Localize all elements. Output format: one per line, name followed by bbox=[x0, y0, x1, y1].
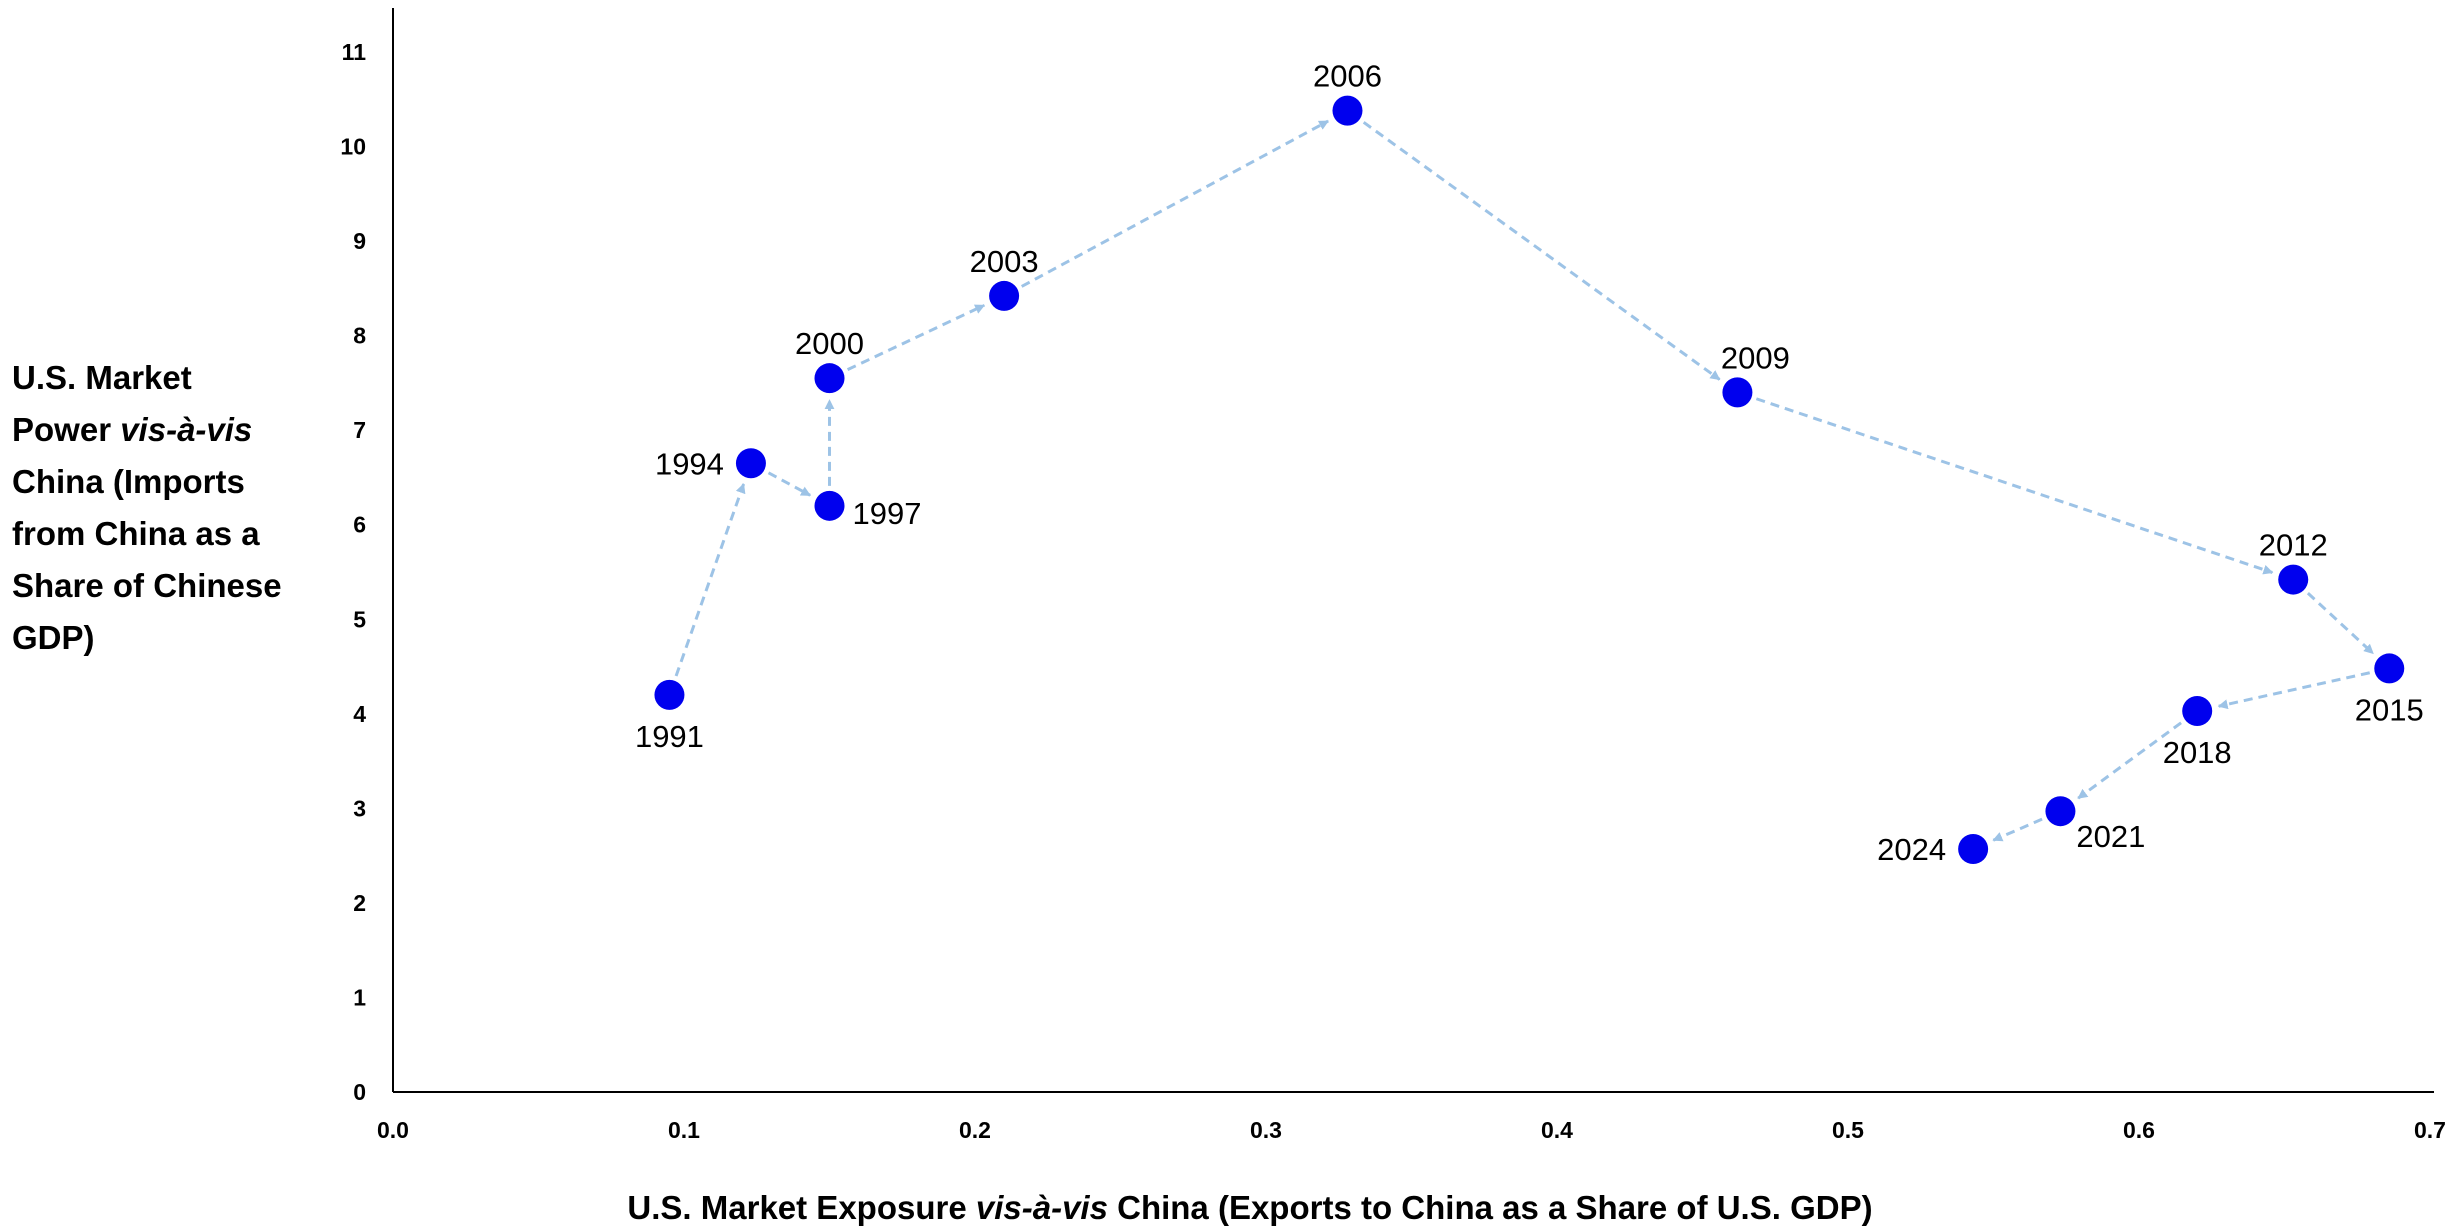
point-1994 bbox=[735, 448, 766, 479]
y-tick-label: 1 bbox=[353, 984, 366, 1010]
point-label-1997: 1997 bbox=[853, 496, 922, 531]
point-1991 bbox=[654, 679, 685, 710]
x-tick-label: 0.4 bbox=[1541, 1117, 1573, 1143]
x-tick-label: 0.0 bbox=[377, 1117, 409, 1143]
arrow-2018-to-2021 bbox=[2077, 721, 2182, 800]
point-2006 bbox=[1332, 95, 1363, 126]
point-label-2015: 2015 bbox=[2355, 692, 2424, 727]
arrow-1991-to-1994 bbox=[674, 483, 746, 677]
point-2003 bbox=[989, 280, 1020, 311]
point-label-2006: 2006 bbox=[1313, 59, 1382, 94]
point-label-2018: 2018 bbox=[2163, 735, 2232, 770]
x-tick-label: 0.1 bbox=[668, 1117, 700, 1143]
point-2018 bbox=[2182, 695, 2213, 726]
x-axis-title: U.S. Market Exposure vis-à-vis China (Ex… bbox=[627, 1189, 1873, 1226]
point-label-2012: 2012 bbox=[2259, 528, 2328, 563]
y-axis-title-line: U.S. Market bbox=[12, 359, 192, 396]
tick-labels: 0.0 0.1 0.2 0.3 0.4 0.5 0.6 0.7 0 1 2 3 4 5 6 7 8 9 10 11 bbox=[340, 39, 2446, 1143]
x-tick-label: 0.5 bbox=[1832, 1117, 1864, 1143]
y-tick-label: 3 bbox=[353, 795, 366, 821]
y-tick-label: 10 bbox=[340, 134, 366, 160]
y-axis-title-line: from China as a bbox=[12, 515, 260, 552]
arrow-2012-to-2015 bbox=[2306, 592, 2375, 655]
arrow-1994-to-1997 bbox=[767, 471, 812, 497]
arrow-2015-to-2018 bbox=[2217, 671, 2371, 710]
point-2015 bbox=[2374, 653, 2405, 684]
y-tick-label: 5 bbox=[353, 606, 366, 632]
point-label-1991: 1991 bbox=[635, 719, 704, 754]
point-label-1994: 1994 bbox=[655, 446, 724, 481]
arrow-2000-to-2003 bbox=[846, 303, 986, 372]
y-tick-label: 9 bbox=[353, 228, 366, 254]
y-axis-title-line: GDP) bbox=[12, 619, 95, 656]
arrow-2006-to-2009 bbox=[1362, 121, 1721, 381]
connecting-arrows bbox=[674, 119, 2375, 842]
arrow-2009-to-2012 bbox=[1755, 397, 2274, 575]
point-2024 bbox=[1958, 834, 1989, 865]
point-2012 bbox=[2278, 564, 2309, 595]
point-label-2021: 2021 bbox=[2076, 819, 2145, 854]
y-tick-label: 4 bbox=[353, 701, 366, 727]
y-tick-label: 11 bbox=[342, 39, 367, 65]
x-tick-label: 0.3 bbox=[1250, 1117, 1282, 1143]
y-tick-label: 7 bbox=[353, 417, 366, 443]
x-tick-label: 0.7 bbox=[2414, 1117, 2446, 1143]
point-2000 bbox=[814, 363, 845, 394]
data-points bbox=[654, 95, 2405, 865]
y-tick-label: 8 bbox=[353, 323, 366, 349]
point-2009 bbox=[1722, 377, 1753, 408]
y-axis-title-line: Power vis-à-vis bbox=[12, 411, 253, 448]
point-labels: 1991 1994 1997 2000 2003 2006 2009 2012 2015 2018… bbox=[635, 59, 2424, 867]
x-tick-label: 0.2 bbox=[959, 1117, 991, 1143]
point-1997 bbox=[814, 490, 845, 521]
x-tick-label: 0.6 bbox=[2123, 1117, 2155, 1143]
point-2021 bbox=[2045, 796, 2076, 827]
y-tick-label: 0 bbox=[353, 1079, 366, 1105]
point-label-2000: 2000 bbox=[795, 326, 864, 361]
arrow-2003-to-2006 bbox=[1020, 119, 1329, 288]
point-label-2003: 2003 bbox=[970, 244, 1039, 279]
point-label-2009: 2009 bbox=[1721, 340, 1790, 375]
y-axis-title-line: Share of Chinese bbox=[12, 567, 282, 604]
point-label-2024: 2024 bbox=[1877, 832, 1946, 867]
y-tick-label: 6 bbox=[353, 512, 366, 538]
arrow-2021-to-2024 bbox=[1992, 817, 2043, 842]
axes bbox=[392, 8, 2434, 1093]
y-axis-title: U.S. Market Power vis-à-vis China (Imports… bbox=[12, 352, 297, 664]
y-tick-label: 2 bbox=[353, 890, 366, 916]
y-axis-title-line: China (Imports bbox=[12, 463, 245, 500]
